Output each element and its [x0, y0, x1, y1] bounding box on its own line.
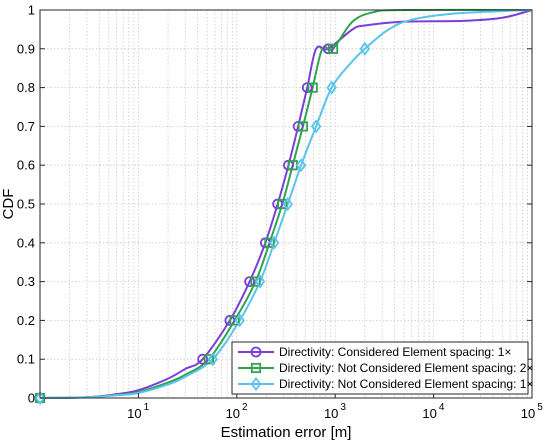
- data-point-3: [207, 352, 219, 367]
- x-tick-label: 10: [521, 406, 535, 421]
- data-point-2: [277, 198, 288, 210]
- data-point-3: [295, 158, 307, 173]
- x-axis-ticks: 10 1 10 2 10 3 10 4 10 5: [127, 393, 543, 421]
- legend-label-3: Directivity: Not Considered Element spac…: [279, 377, 533, 391]
- x-axis-label: Estimation error [m]: [221, 424, 352, 441]
- y-tick-label: 0.1: [17, 352, 35, 367]
- data-point-1: [197, 353, 209, 365]
- legend-marker-1: [250, 346, 262, 358]
- y-axis-ticks: 0 0.1 0.2 0.3 0.4 0.5 0.6 0.7 0.8 0.9 1: [17, 3, 532, 406]
- data-point-3: [310, 119, 322, 134]
- y-tick-label: 1: [28, 3, 35, 18]
- y-tick-label: 0.4: [17, 235, 35, 250]
- x-tick-label: 10: [127, 406, 141, 421]
- grid: [40, 10, 532, 398]
- x-tick-exponent: 5: [537, 402, 543, 413]
- series-line-3: [39, 9, 533, 399]
- data-point-2: [297, 121, 309, 132]
- x-tick-label: 10: [324, 406, 338, 421]
- data-point-3: [268, 235, 280, 250]
- data-point-3: [254, 274, 266, 289]
- x-tick-label: 10: [226, 406, 240, 421]
- series-lines: [39, 8, 533, 399]
- legend-label-2: Directivity: Not Considered Element spac…: [279, 361, 533, 375]
- data-point-2: [203, 354, 214, 365]
- y-tick-label: 0.2: [17, 313, 35, 328]
- y-tick-label: 0.6: [17, 158, 35, 173]
- y-axis-label: CDF: [0, 189, 17, 220]
- x-tick-exponent: 3: [340, 402, 346, 413]
- legend-box: [231, 341, 529, 395]
- y-tick-label: 0.5: [17, 197, 35, 212]
- x-tick-exponent: 4: [439, 402, 445, 413]
- data-point-3: [234, 313, 245, 328]
- data-point-2: [327, 43, 339, 54]
- data-point-3: [326, 80, 337, 95]
- y-tick-label: 0.3: [17, 274, 35, 289]
- legend-label-1: Directivity: Considered Element spacing:…: [279, 345, 511, 359]
- data-point-3: [359, 41, 371, 56]
- data-point-3: [282, 197, 294, 211]
- legend-marker-2: [250, 362, 262, 374]
- data-point-2: [264, 237, 275, 248]
- series-line-1: [39, 9, 533, 399]
- x-tick-exponent: 1: [144, 402, 150, 413]
- data-point-1: [301, 82, 313, 93]
- legend: Directivity: Considered Element spacing:…: [231, 341, 533, 395]
- y-tick-label: 0.7: [17, 119, 35, 134]
- y-tick-label: 0.8: [17, 80, 35, 95]
- legend-marker-3: [250, 377, 262, 391]
- data-point-2: [229, 315, 240, 326]
- data-point-3: [34, 391, 46, 405]
- x-tick-exponent: 2: [242, 402, 248, 413]
- y-tick-label: 0: [28, 391, 35, 406]
- data-point-2: [250, 276, 261, 287]
- y-tick-label: 0.9: [17, 41, 35, 56]
- data-point-2: [307, 82, 318, 93]
- data-point-1: [244, 276, 256, 288]
- x-tick-label: 10: [422, 406, 436, 421]
